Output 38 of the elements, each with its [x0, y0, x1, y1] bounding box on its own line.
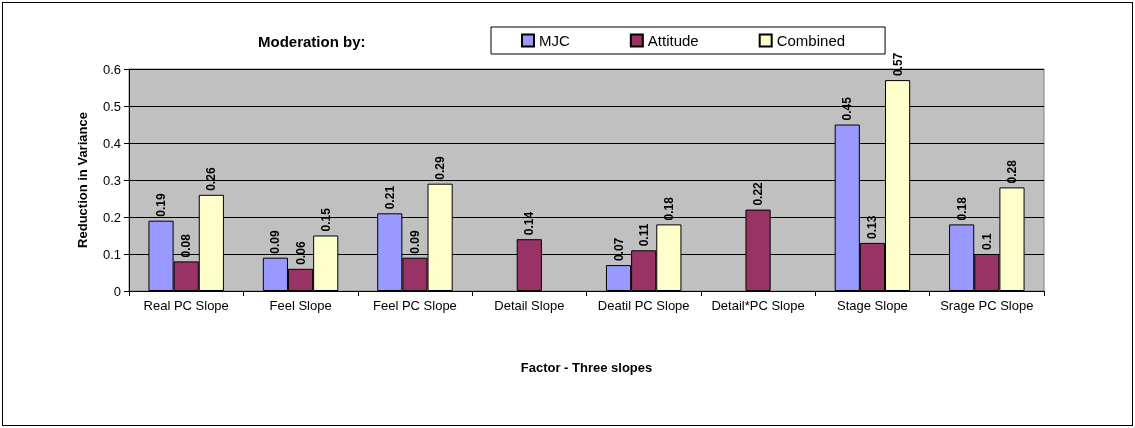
data-label: 0.19 [154, 193, 169, 217]
y-tick-label: 0.5 [102, 98, 121, 114]
data-label: 0.07 [611, 237, 626, 262]
y-tick-label: 0.6 [102, 61, 121, 77]
data-label: 0.18 [661, 196, 676, 221]
data-label: 0.1 [979, 232, 994, 250]
data-label: 0.06 [293, 241, 308, 265]
x-tick-label: Feel PC Slope [373, 298, 457, 313]
legend-title: Moderation by: [258, 33, 366, 50]
y-tick-label: 0.2 [102, 209, 121, 225]
data-label: 0.08 [179, 233, 194, 258]
y-tick-label: 0.3 [102, 172, 121, 188]
data-label: 0.09 [268, 230, 283, 254]
data-label: 0.28 [1004, 159, 1019, 184]
y-tick-label: 0.4 [102, 135, 121, 151]
data-label: 0.09 [407, 230, 422, 254]
data-label: 0.14 [522, 211, 537, 236]
data-label: 0.22 [751, 181, 766, 206]
data-label: 0.11 [636, 223, 651, 247]
y-tick-label: 0.1 [102, 246, 121, 262]
x-tick-label: Stage Slope [837, 298, 908, 313]
x-tick-label: Real PC Slope [143, 298, 229, 313]
data-label: 0.21 [382, 185, 397, 210]
x-tick-label: Feel Slope [269, 298, 332, 313]
legend-label: Attitude [647, 32, 699, 49]
x-tick-label: Srage PC Slope [940, 298, 1034, 313]
y-tick-label: 0 [113, 283, 121, 299]
x-tick-label: Detail Slope [494, 298, 565, 313]
x-axis-title: Factor - Three slopes [520, 360, 653, 375]
x-tick-label: Detail*PC Slope [711, 298, 805, 313]
data-label: 0.26 [204, 167, 219, 191]
legend-label: Combined [776, 32, 846, 49]
data-label: 0.57 [890, 52, 905, 77]
data-label: 0.29 [433, 156, 448, 180]
x-tick-label: Deatil PC Slope [597, 298, 690, 313]
data-label: 0.18 [954, 196, 969, 221]
y-axis-title: Reduction in Variance [75, 112, 90, 248]
legend-label: MJC [539, 32, 570, 49]
